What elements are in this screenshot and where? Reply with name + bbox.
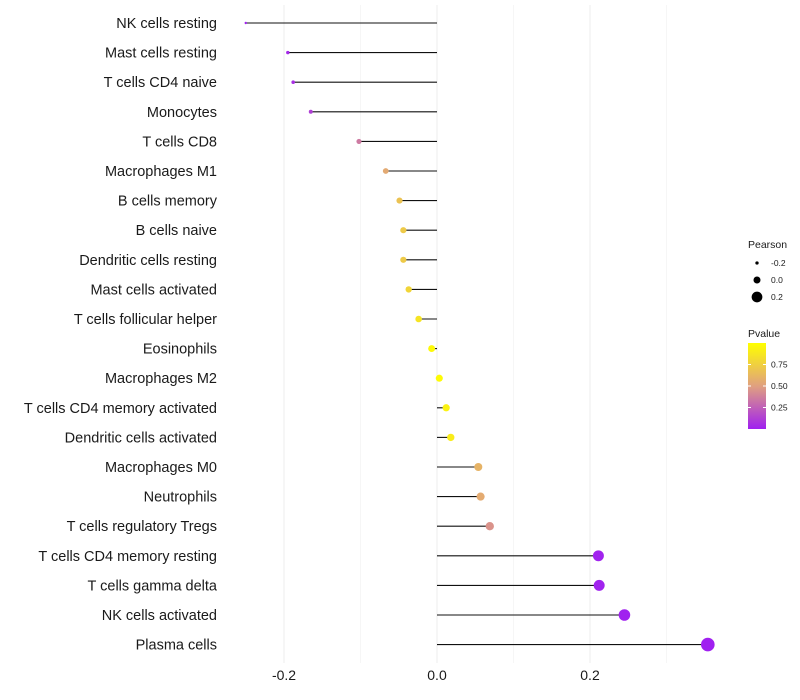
category-label: Macrophages M2 [105, 371, 217, 387]
category-label: T cells CD4 naive [104, 75, 217, 91]
category-label: Mast cells resting [105, 46, 217, 62]
category-label: T cells CD4 memory resting [38, 549, 217, 565]
lollipop-dot [435, 374, 443, 382]
legend-color-title: Pvalue [748, 328, 780, 340]
lollipop-dot [618, 609, 631, 621]
lollipop-dot [400, 256, 407, 263]
lollipop-dot [428, 345, 436, 353]
lollipop-dot [447, 433, 455, 442]
legend-size-label: 0.0 [771, 275, 783, 285]
x-tick-label: 0.2 [580, 667, 600, 683]
lollipop-dot [592, 550, 604, 562]
lollipop-dot [308, 109, 313, 114]
grid-lines [283, 5, 667, 663]
category-label: Mast cells activated [90, 282, 217, 298]
category-label: T cells follicular helper [74, 312, 217, 328]
x-tick-label: 0.0 [427, 667, 447, 683]
category-label: B cells memory [118, 194, 218, 210]
lollipop-dot [291, 80, 295, 84]
lollipop-dot [442, 404, 450, 412]
x-axis-tick-labels: -0.2 0.0 0.2 [272, 667, 600, 683]
lollipop-dot [593, 579, 605, 591]
legend-size-label: -0.2 [771, 258, 786, 268]
category-label: Macrophages M1 [105, 164, 217, 180]
category-label: NK cells activated [102, 608, 217, 624]
category-label: T cells CD4 memory activated [24, 401, 217, 417]
category-label: B cells naive [136, 223, 217, 239]
lollipop-stems [245, 22, 708, 646]
legend-size-title: Pearson [748, 239, 787, 251]
category-label: T cells regulatory Tregs [67, 519, 217, 535]
category-labels: NK cells resting Mast cells resting T cell… [24, 16, 218, 654]
lollipop-dot [400, 227, 407, 234]
lollipop-dot [415, 315, 422, 323]
legend-size-label: 0.2 [771, 292, 783, 302]
lollipop-dot [286, 50, 290, 55]
category-label: NK cells resting [116, 16, 217, 32]
legend: Pearson -0.2 0.0 0.2 Pvalue 0.75 0.50 0.25 [748, 239, 788, 429]
legend-size-dot [751, 291, 763, 303]
legend-color-label: 0.75 [771, 360, 788, 370]
category-label: Dendritic cells resting [79, 253, 217, 269]
legend-size-dot [755, 261, 759, 265]
lollipop-dot [396, 197, 403, 204]
legend-color-ticks: 0.75 0.50 0.25 [748, 360, 788, 413]
legend-size-dot [753, 276, 761, 284]
legend-color-label: 0.25 [771, 403, 788, 413]
category-label: Neutrophils [144, 490, 217, 506]
lollipop-dot [244, 21, 247, 25]
category-label: T cells gamma delta [88, 578, 218, 594]
lollipop-dot [356, 138, 362, 144]
legend-colorbar [748, 343, 766, 429]
lollipop-dot [485, 522, 494, 531]
legend-color-label: 0.50 [771, 381, 788, 391]
category-label: Eosinophils [143, 342, 217, 358]
category-label: T cells CD8 [142, 134, 217, 150]
lollipop-dots [244, 21, 715, 652]
category-label: Monocytes [147, 105, 217, 121]
x-tick-label: -0.2 [272, 667, 296, 683]
category-label: Macrophages M0 [105, 460, 217, 476]
lollipop-dot [474, 462, 483, 472]
category-label: Dendritic cells activated [65, 430, 217, 446]
lollipop-dot [382, 168, 389, 174]
lollipop-dot [476, 492, 485, 501]
lollipop-dot [701, 637, 715, 652]
legend-size-entries: -0.2 0.0 0.2 [751, 258, 786, 303]
lollipop-dot [405, 286, 412, 293]
category-label: Plasma cells [136, 638, 217, 654]
